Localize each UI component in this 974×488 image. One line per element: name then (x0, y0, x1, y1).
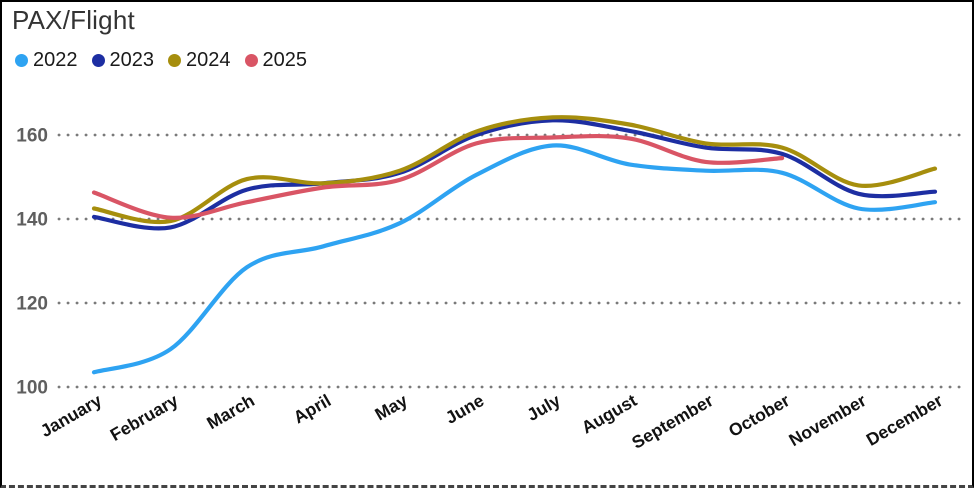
x-axis-label-april: April (290, 390, 335, 427)
x-axis-label-august: August (578, 390, 640, 438)
legend-item-2022[interactable]: 2022 (15, 49, 78, 72)
x-axis-label-june: June (442, 390, 488, 428)
x-axis-label-march: March (203, 390, 258, 433)
y-axis-tick-160: 160 (16, 126, 48, 147)
x-axis-label-may: May (371, 390, 411, 424)
legend-item-2023[interactable]: 2023 (91, 49, 155, 72)
series-line-2024[interactable] (91, 115, 938, 225)
legend-label: 2022 (33, 49, 78, 71)
legend-dot-icon (244, 54, 258, 67)
y-axis-tick-140: 140 (16, 210, 48, 231)
legend-label: 2024 (186, 49, 231, 71)
x-axis-label-october: October (725, 390, 793, 441)
y-axis-tick-100: 100 (16, 378, 48, 399)
legend-dot-icon (15, 54, 28, 67)
legend-dot-icon (91, 54, 105, 67)
legend-item-2024[interactable]: 2024 (168, 49, 231, 72)
y-axis-tick-120: 120 (16, 294, 48, 315)
chart-title: PAX/Flight (12, 5, 135, 35)
legend-label: 2025 (262, 49, 308, 71)
legend: 2022 2023 2024 2025 (15, 49, 307, 72)
x-axis-label-february: February (107, 390, 182, 445)
legend-label: 2023 (109, 49, 155, 71)
x-axis-label-december: December (863, 390, 946, 450)
legend-item-2025[interactable]: 2025 (244, 49, 308, 72)
series-line-2022[interactable] (91, 143, 938, 375)
legend-dot-icon (168, 54, 181, 67)
series-line-2025[interactable] (91, 133, 785, 220)
series-line-2023[interactable] (91, 118, 938, 231)
x-axis-label-july: July (523, 390, 564, 425)
x-axis-label-september: September (628, 390, 716, 453)
x-axis-label-november: November (785, 390, 869, 450)
